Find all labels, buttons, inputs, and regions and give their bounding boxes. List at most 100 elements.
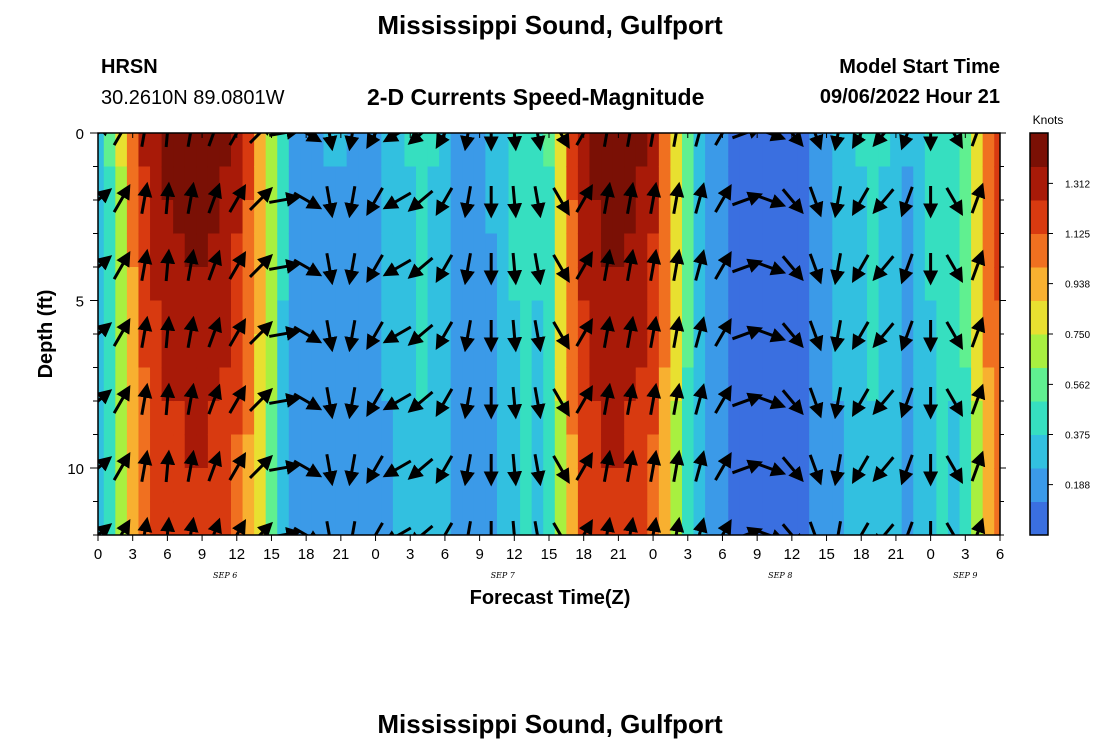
x-tick-label: 18 (575, 546, 592, 563)
colorbar-segment (1030, 434, 1048, 469)
heatmap-cell (658, 334, 672, 369)
current-vector-arrow (623, 315, 638, 349)
heatmap-cell (901, 133, 914, 168)
heatmap-cell (994, 133, 1000, 168)
heatmap-cell (681, 233, 695, 268)
current-vector-arrow (366, 388, 384, 418)
colorbar-segment (1030, 401, 1048, 435)
heatmap-cell (462, 233, 475, 268)
heatmap-cell (635, 200, 648, 235)
model-start-label: Model Start Time (839, 56, 1000, 78)
heatmap-cell (404, 367, 417, 402)
heatmap-cell (577, 233, 591, 268)
heatmap-cell (681, 501, 695, 535)
heatmap-cell (832, 367, 845, 402)
current-vector-arrow (948, 133, 963, 150)
heatmap-cell (936, 300, 949, 335)
heatmap-cell (277, 334, 290, 369)
heatmap-cell (774, 501, 787, 535)
current-vector-arrow (945, 254, 963, 284)
colorbar-tick-label: 0.562 (1065, 380, 1090, 391)
current-vector-arrow (533, 520, 539, 535)
heatmap-cell (173, 434, 186, 469)
current-vector-arrow (344, 133, 360, 152)
current-vector-arrow (575, 384, 593, 414)
heatmap-cell (971, 200, 984, 235)
heatmap-cell (577, 166, 591, 201)
current-vector-arrow (366, 254, 384, 284)
heatmap-cell (98, 166, 105, 201)
current-vector-arrow (646, 315, 662, 349)
heatmap-cell (612, 233, 625, 268)
current-vector-arrow (530, 133, 546, 152)
heatmap-cell (959, 334, 972, 369)
heatmap-cell (288, 468, 301, 503)
heatmap-cell (450, 401, 463, 436)
current-vector-arrow (228, 250, 247, 280)
current-vector-arrow (970, 450, 986, 482)
heatmap-cell (705, 434, 718, 469)
heatmap-cell (150, 334, 163, 369)
heatmap-cell (658, 133, 672, 168)
heatmap-cell (103, 401, 116, 436)
heatmap-cell (867, 300, 880, 335)
current-vector-arrow (137, 516, 153, 535)
heatmap-cell (716, 367, 729, 402)
heatmap-cell (947, 300, 961, 335)
heatmap-cell (739, 334, 752, 369)
current-vector-arrow (112, 183, 131, 213)
heatmap-cell (207, 133, 221, 168)
current-vector-arrow (98, 188, 113, 204)
heatmap-cell (705, 267, 718, 302)
heatmap-cell (427, 267, 440, 302)
current-vector-arrow (626, 133, 632, 148)
heatmap-cell (890, 434, 903, 469)
heatmap-cell (867, 233, 880, 268)
heatmap-cell (635, 233, 648, 268)
current-vector-arrow (268, 133, 302, 140)
current-vector-arrow (460, 386, 475, 420)
heatmap-cell (890, 468, 903, 503)
current-vector-arrow (293, 392, 323, 411)
heatmap-cell (450, 267, 463, 302)
heatmap-cell (439, 233, 452, 268)
heatmap-cell (126, 468, 140, 503)
heatmap-cell (230, 267, 244, 302)
x-tick-label: 21 (333, 546, 350, 563)
current-vector-arrow (183, 315, 199, 349)
heatmap-cell (820, 367, 833, 402)
current-vector-arrow (228, 183, 247, 213)
heatmap-cell (126, 300, 140, 335)
heatmap-cell (913, 434, 926, 469)
heatmap-cell (901, 468, 914, 503)
current-vector-arrow (366, 187, 384, 217)
heatmap-cell (508, 434, 521, 469)
current-vector-arrow (248, 133, 273, 144)
heatmap-cell (855, 501, 868, 535)
heatmap-cell (254, 200, 267, 235)
heatmap-cell (207, 267, 221, 302)
current-vector-arrow (714, 317, 732, 347)
heatmap-cell (901, 200, 914, 235)
heatmap-cell (681, 468, 695, 503)
heatmap-cell (936, 468, 949, 503)
heatmap-cell (173, 133, 186, 168)
heatmap-cell (254, 267, 267, 302)
heatmap-cell (196, 501, 209, 535)
heatmap-cell (924, 434, 937, 469)
current-vector-arrow (344, 319, 360, 353)
current-vector-arrow (511, 520, 516, 535)
heatmap-cell (98, 367, 105, 402)
colorbar-segment (1030, 300, 1048, 335)
heatmap-cell (612, 200, 625, 235)
heatmap-cell (520, 200, 533, 235)
heatmap-cell (126, 334, 140, 369)
heatmap-cell (265, 166, 278, 201)
heatmap-cell (161, 133, 174, 168)
current-vector-arrow (694, 133, 701, 147)
heatmap-cell (126, 233, 140, 268)
heatmap-cell (103, 200, 116, 235)
heatmap-cell (254, 401, 267, 436)
current-vector-arrow (808, 320, 824, 352)
heatmap-cell (658, 401, 672, 436)
